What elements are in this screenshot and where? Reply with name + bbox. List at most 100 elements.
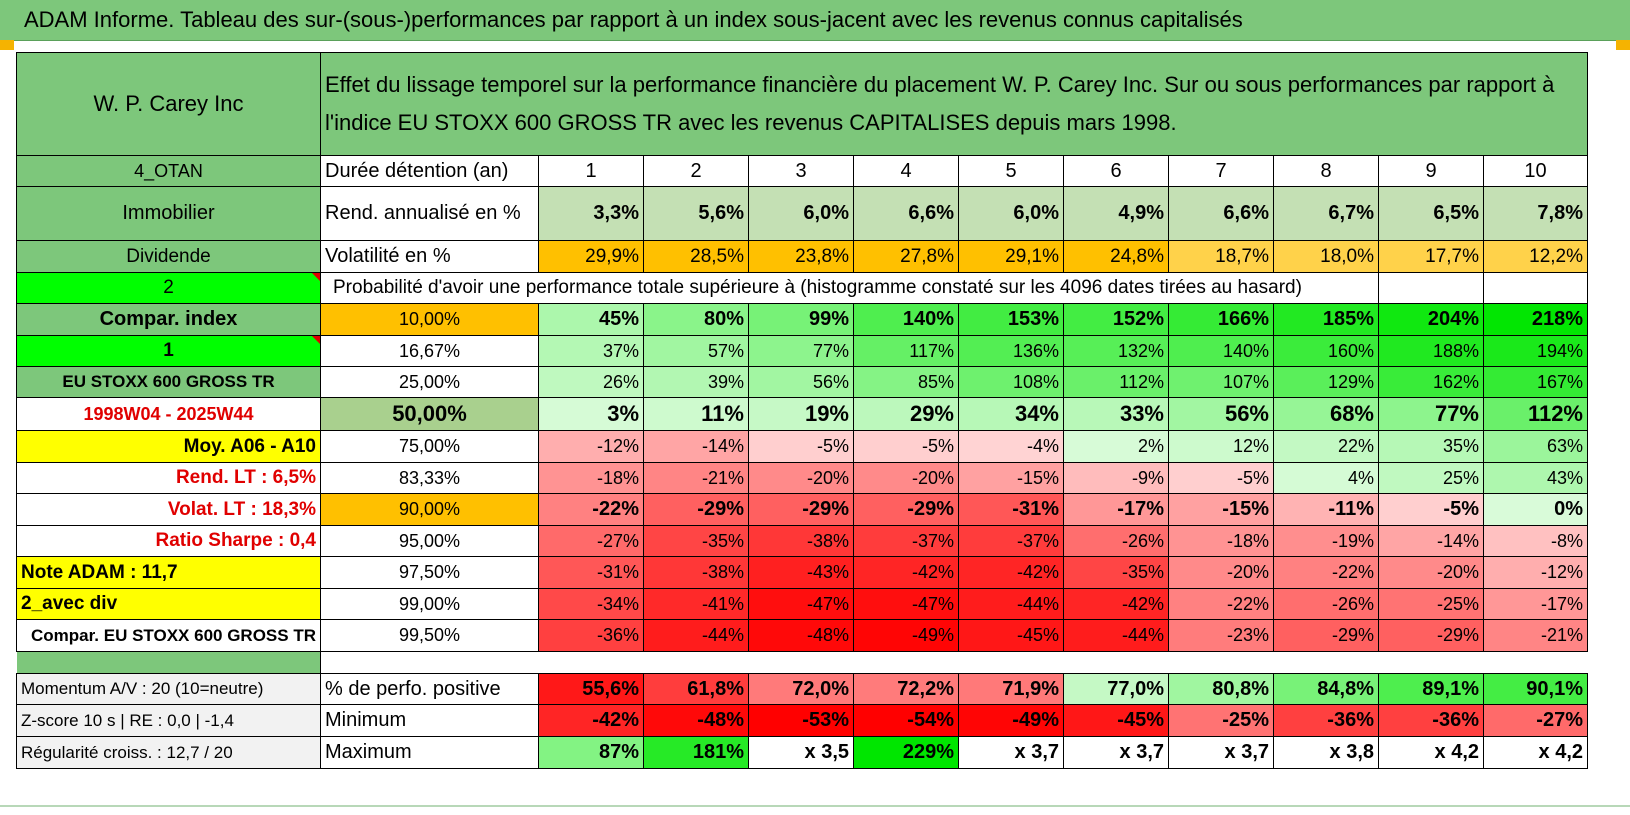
percentile-value: 39% [643, 366, 749, 398]
percentile-value: -37% [958, 525, 1064, 557]
percentile-level: 10,00% [320, 303, 539, 336]
performance-table: W. P. Carey Inc Effet du lissage tempore… [16, 52, 1588, 769]
percentile-value: 77% [1378, 397, 1484, 431]
report-title: ADAM Informe. Tableau des sur-(sous-)per… [24, 7, 1243, 32]
percentile-value: 37% [538, 335, 644, 367]
return-value: 5,6% [643, 186, 749, 241]
minimum-value: -45% [1063, 704, 1169, 737]
percentile-value: 35% [1378, 430, 1484, 463]
percentile-value: 85% [853, 366, 959, 398]
label-n2: 2 [16, 272, 321, 304]
percentile-value: 153% [958, 303, 1064, 336]
label-regularite: Régularité croiss. : 12,7 / 20 [16, 736, 321, 769]
volatility-value: 17,7% [1378, 240, 1484, 273]
percentile-value: -20% [748, 462, 854, 494]
percentile-value: 2% [1063, 430, 1169, 463]
positive-value: 90,1% [1483, 673, 1588, 705]
bottom-rule [0, 805, 1630, 807]
minimum-value: -25% [1168, 704, 1274, 737]
percentile-level: 75,00% [320, 430, 539, 463]
percentile-value: 185% [1273, 303, 1379, 336]
maximum-value: 87% [538, 736, 644, 769]
percentile-value: 166% [1168, 303, 1274, 336]
percentile-value: 204% [1378, 303, 1484, 336]
percentile-row: 1998W04 - 2025W44 50,00% 3% 11% 19% 29% 34% 33%… [16, 397, 1588, 431]
positive-value: 84,8% [1273, 673, 1379, 705]
maximum-value: x 3,8 [1273, 736, 1379, 769]
volatility-value: 24,8% [1063, 240, 1169, 273]
percentile-value: -25% [1378, 588, 1484, 620]
label-sector: Immobilier [16, 186, 321, 241]
percentile-value: -31% [538, 556, 644, 589]
table-description: Effet du lissage temporel sur la perform… [320, 52, 1588, 156]
percentile-value: -49% [853, 619, 959, 652]
return-row: Immobilier Rend. annualisé en % 3,3% 5,6% 6,… [16, 186, 1588, 241]
percentile-value: -21% [1483, 619, 1588, 652]
percentile-value: 26% [538, 366, 644, 398]
volatility-value: 27,8% [853, 240, 959, 273]
corner-marker-right [1616, 40, 1630, 50]
percentile-value: -31% [958, 493, 1064, 526]
percentile-value: -15% [1168, 493, 1274, 526]
table-body: W. P. Carey Inc Effet du lissage tempore… [16, 52, 1588, 769]
volatility-value: 18,0% [1273, 240, 1379, 273]
percentile-value: -14% [1378, 525, 1484, 557]
volatility-value: 18,7% [1168, 240, 1274, 273]
volatility-value: 29,9% [538, 240, 644, 273]
left-label-rend-lt: Rend. LT : 6,5% [16, 462, 321, 494]
percentile-value: -42% [958, 556, 1064, 589]
percentile-value: -38% [643, 556, 749, 589]
percentile-value: 136% [958, 335, 1064, 367]
percentile-level: 97,50% [320, 556, 539, 589]
percentile-value: -44% [1063, 619, 1169, 652]
percentile-value: -8% [1483, 525, 1588, 557]
minimum-row: Z-score 10 s | RE : 0,0 | -1,4 Minimum -42… [16, 704, 1588, 737]
percentile-row: 1 16,67% 37% 57% 77% 117% 136% 132% 140% 160% 188%… [16, 335, 1588, 367]
return-value: 3,3% [538, 186, 644, 241]
positive-value: 72,2% [853, 673, 959, 705]
positive-row: Momentum A/V : 20 (10=neutre)% de perfo.… [16, 673, 1588, 705]
volatility-label: Volatilité en % [320, 240, 539, 273]
horizon-year: 2 [643, 155, 749, 187]
percentile-row: Compar. EU STOXX 600 GROSS TR 99,50% -36% -… [16, 619, 1588, 652]
horizon-year: 3 [748, 155, 854, 187]
percentile-value: -19% [1273, 525, 1379, 557]
maximum-value: 229% [853, 736, 959, 769]
percentile-row: Compar. index 10,00% 45% 80% 99% 140% 153% 152%… [16, 303, 1588, 336]
percentile-value: -29% [1273, 619, 1379, 652]
percentile-level: 83,33% [320, 462, 539, 494]
percentile-value: -23% [1168, 619, 1274, 652]
percentile-value: 63% [1483, 430, 1588, 463]
left-label-avec-div: 2_avec div [16, 588, 321, 620]
percentile-value: -11% [1273, 493, 1379, 526]
left-label-sharpe: Ratio Sharpe : 0,4 [16, 525, 321, 557]
minimum-value: -27% [1483, 704, 1588, 737]
positive-value: 61,8% [643, 673, 749, 705]
horizon-year: 1 [538, 155, 644, 187]
return-value: 6,6% [853, 186, 959, 241]
percentile-value: -4% [958, 430, 1064, 463]
percentile-value: 11% [643, 397, 749, 431]
maximum-value: x 3,7 [1168, 736, 1274, 769]
percentile-level: 25,00% [320, 366, 539, 398]
minimum-label: Minimum [320, 704, 539, 737]
probability-header: Probabilité d'avoir une performance tota… [320, 272, 1379, 304]
percentile-value: -45% [958, 619, 1064, 652]
maximum-value: x 4,2 [1378, 736, 1484, 769]
title-bar: ADAM Informe. Tableau des sur-(sous-)per… [0, 0, 1630, 41]
percentile-value: -20% [1168, 556, 1274, 589]
percentile-row: Moy. A06 - A10 75,00% -12% -14% -5% -5% -4% 2% 1… [16, 430, 1588, 463]
percentile-value: 107% [1168, 366, 1274, 398]
percentile-row: Volat. LT : 18,3% 90,00% -22% -29% -29% -29% -… [16, 493, 1588, 526]
percentile-value: 19% [748, 397, 854, 431]
spacer-fill [321, 652, 1588, 674]
minimum-value: -49% [958, 704, 1064, 737]
positive-value: 72,0% [748, 673, 854, 705]
positive-value: 80,8% [1168, 673, 1274, 705]
percentile-value: 34% [958, 397, 1064, 431]
return-value: 6,0% [748, 186, 854, 241]
minimum-value: -36% [1273, 704, 1379, 737]
percentile-value: 68% [1273, 397, 1379, 431]
percentile-row: Rend. LT : 6,5% 83,33% -18% -21% -20% -20% -15… [16, 462, 1588, 494]
percentile-value: -15% [958, 462, 1064, 494]
